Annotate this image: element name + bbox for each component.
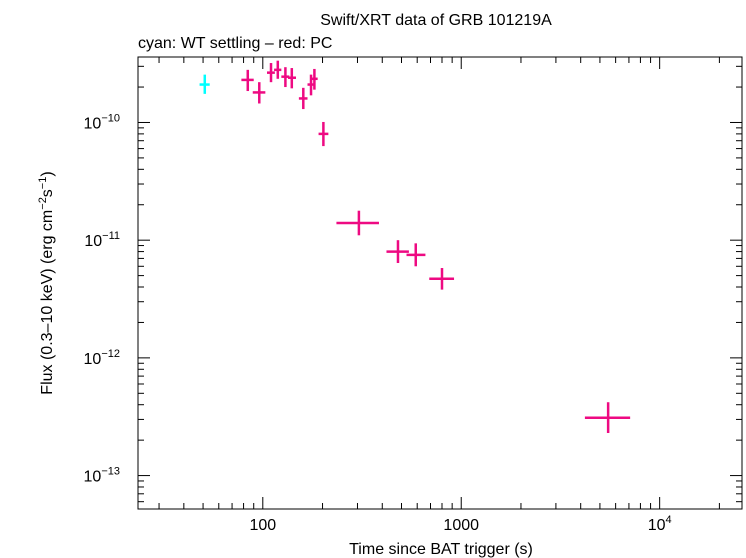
y-axis-ticks <box>138 65 742 503</box>
y-tick-label: 10−13 <box>84 466 120 486</box>
x-tick-label: 100 <box>249 517 276 534</box>
data-point <box>584 402 631 433</box>
x-tick-label: 104 <box>648 514 672 534</box>
chart-subtitle: cyan: WT settling – red: PC <box>138 35 332 52</box>
data-point <box>406 243 426 267</box>
chart-title: Swift/XRT data of GRB 101219A <box>320 12 552 29</box>
y-tick-label: 10−10 <box>84 112 120 132</box>
data-point <box>274 60 282 79</box>
data-point <box>252 82 266 104</box>
x-axis-tick-labels: 100 1000 104 <box>249 514 671 534</box>
y-tick-label: 10−12 <box>84 348 120 368</box>
y-axis-tick-labels: 10−10 10−11 10−12 10−13 <box>84 112 120 485</box>
data-point <box>336 210 379 236</box>
data-point <box>386 240 409 263</box>
data-point <box>241 69 254 92</box>
series-1 <box>241 60 631 433</box>
plot-frame <box>137 56 743 510</box>
x-axis-label: Time since BAT trigger (s) <box>349 541 533 558</box>
data-point <box>298 87 308 110</box>
data-point <box>199 74 210 94</box>
x-tick-label: 1000 <box>443 517 479 534</box>
data-point <box>281 67 290 88</box>
data-point <box>429 268 455 290</box>
y-tick-label: 10−11 <box>84 230 120 250</box>
data-point <box>311 68 318 90</box>
series-0 <box>199 74 210 94</box>
data-point <box>288 68 296 89</box>
x-axis-ticks <box>158 57 720 509</box>
data-point <box>267 63 275 83</box>
y-axis-label: Flux (0.3–10 keV) (erg cm−2s−1) <box>37 171 56 394</box>
data-point <box>318 121 329 147</box>
data-points <box>199 60 631 433</box>
